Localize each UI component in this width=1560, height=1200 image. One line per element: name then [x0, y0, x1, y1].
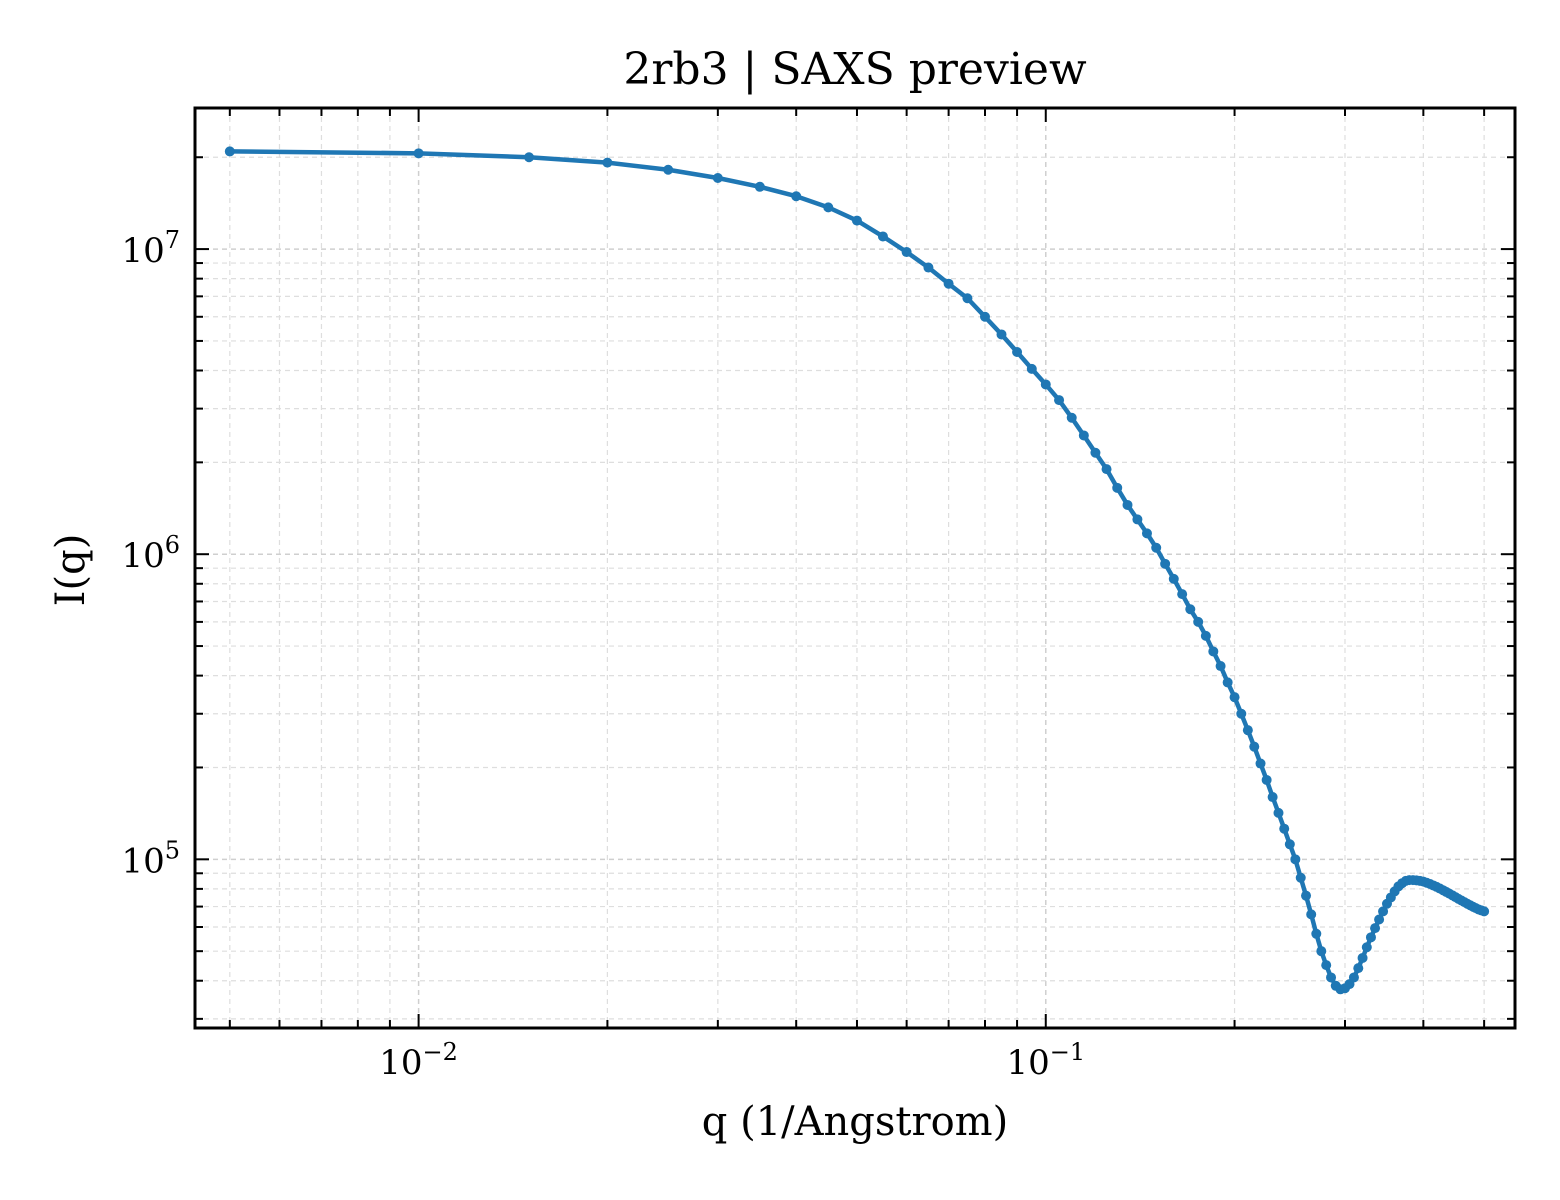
- data-point: [224, 146, 235, 157]
- data-point: [1078, 430, 1089, 441]
- data-point: [1290, 854, 1301, 865]
- data-point: [1311, 928, 1322, 939]
- chart-title: 2rb3 | SAXS preview: [623, 44, 1087, 95]
- data-point: [1122, 499, 1133, 510]
- data-point: [1160, 558, 1171, 569]
- data-point: [1066, 412, 1077, 423]
- data-point: [1348, 972, 1359, 983]
- data-point: [1040, 379, 1051, 390]
- data-point: [1267, 792, 1278, 803]
- data-point: [1301, 890, 1312, 901]
- data-point: [1249, 741, 1260, 752]
- data-point: [1012, 346, 1023, 357]
- data-point: [1378, 906, 1389, 917]
- data-point: [1365, 932, 1376, 943]
- data-point: [413, 148, 424, 159]
- data-point: [943, 278, 954, 289]
- y-tick-label: 105: [121, 836, 180, 881]
- data-point: [1353, 963, 1364, 974]
- data-point: [1261, 774, 1272, 785]
- data-point: [663, 164, 674, 175]
- data-point: [1279, 823, 1290, 834]
- data-point: [1112, 482, 1123, 493]
- x-tick-label: 10−1: [1006, 1038, 1085, 1083]
- tick-labels: 10−2 10−1 105 106 107: [121, 226, 1085, 1083]
- data-point: [1132, 514, 1143, 525]
- data-point: [1185, 604, 1196, 615]
- data-point: [1479, 906, 1490, 917]
- data-point: [1295, 872, 1306, 883]
- data-point: [602, 157, 613, 168]
- data-point: [1306, 909, 1317, 920]
- data-point: [712, 172, 723, 183]
- data-point: [1215, 661, 1226, 672]
- data-point: [1177, 589, 1188, 600]
- data-point: [1054, 395, 1065, 406]
- data-point: [1208, 646, 1219, 657]
- data-point: [1255, 758, 1266, 769]
- data-point: [1321, 960, 1332, 971]
- data-point: [1222, 677, 1233, 688]
- data-point: [877, 231, 888, 242]
- data-point: [1361, 942, 1372, 953]
- y-axis-label: I(q): [48, 534, 94, 607]
- data-point: [1374, 914, 1385, 925]
- data-point: [1101, 464, 1112, 475]
- data-point: [1090, 447, 1101, 458]
- x-axis-label: q (1/Angstrom): [702, 1099, 1008, 1145]
- data-point: [1168, 573, 1179, 584]
- grid-lines: [195, 108, 1515, 1028]
- data-point: [851, 215, 862, 226]
- data-point: [754, 181, 765, 192]
- x-tick-label: 10−2: [379, 1038, 458, 1083]
- y-tick-label: 107: [121, 226, 180, 271]
- data-point: [1316, 946, 1327, 957]
- data-point: [1229, 692, 1240, 703]
- series-layer: [224, 146, 1490, 995]
- data-point: [1273, 807, 1284, 818]
- data-point: [1236, 708, 1247, 719]
- data-point: [1242, 725, 1253, 736]
- data-point: [979, 311, 990, 322]
- data-point: [923, 262, 934, 273]
- data-point: [1200, 630, 1211, 641]
- data-point: [996, 329, 1007, 340]
- data-point: [1357, 952, 1368, 963]
- data-point: [962, 293, 973, 304]
- data-point: [791, 191, 802, 202]
- data-point: [524, 152, 535, 163]
- data-point: [1141, 528, 1152, 539]
- data-point: [1193, 616, 1204, 627]
- data-point: [1370, 923, 1381, 934]
- data-point: [901, 247, 912, 258]
- plot-frame: [193, 106, 1517, 1030]
- data-point: [1151, 542, 1162, 553]
- data-point: [1326, 972, 1337, 983]
- y-tick-label: 106: [121, 531, 180, 576]
- data-point: [823, 202, 834, 213]
- data-point: [1026, 363, 1037, 374]
- data-point: [1284, 839, 1295, 850]
